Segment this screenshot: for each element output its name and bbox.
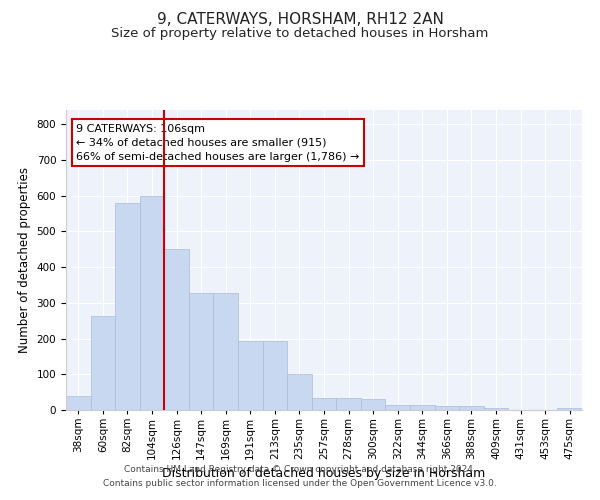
Bar <box>66 396 91 410</box>
Bar <box>164 250 189 410</box>
Bar <box>336 398 361 410</box>
Y-axis label: Number of detached properties: Number of detached properties <box>18 167 31 353</box>
Bar <box>459 406 484 410</box>
Text: Contains HM Land Registry data © Crown copyright and database right 2024.
Contai: Contains HM Land Registry data © Crown c… <box>103 466 497 487</box>
Text: 9, CATERWAYS, HORSHAM, RH12 2AN: 9, CATERWAYS, HORSHAM, RH12 2AN <box>157 12 443 28</box>
Bar <box>312 398 336 410</box>
Bar <box>115 203 140 410</box>
Bar <box>385 404 410 410</box>
Bar <box>410 404 434 410</box>
Text: 9 CATERWAYS: 106sqm
← 34% of detached houses are smaller (915)
66% of semi-detac: 9 CATERWAYS: 106sqm ← 34% of detached ho… <box>76 124 359 162</box>
Bar <box>214 293 238 410</box>
Bar <box>238 341 263 410</box>
Bar <box>91 316 115 410</box>
Bar <box>189 293 214 410</box>
Text: Size of property relative to detached houses in Horsham: Size of property relative to detached ho… <box>112 28 488 40</box>
Bar <box>263 341 287 410</box>
Bar <box>140 196 164 410</box>
Bar <box>287 374 312 410</box>
Bar <box>361 400 385 410</box>
X-axis label: Distribution of detached houses by size in Horsham: Distribution of detached houses by size … <box>163 468 485 480</box>
Bar <box>557 408 582 410</box>
Bar <box>484 408 508 410</box>
Bar <box>434 406 459 410</box>
